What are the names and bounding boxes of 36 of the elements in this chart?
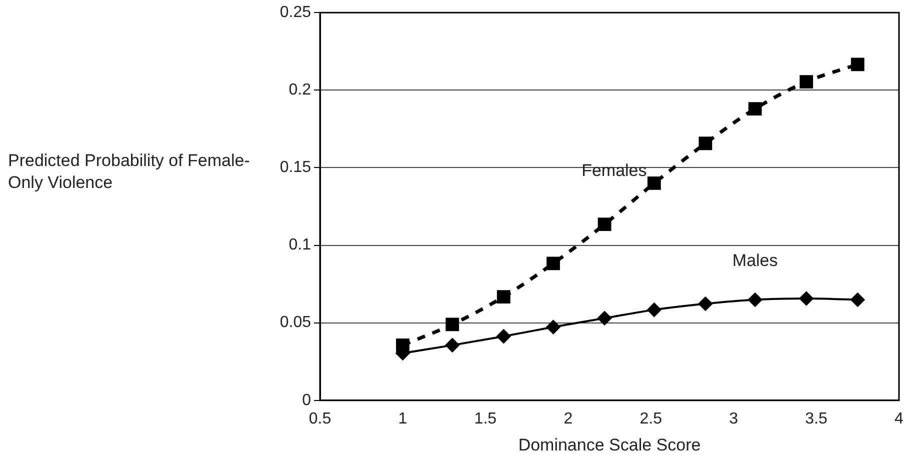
point [748, 292, 762, 307]
x-tick-label: 2.5 [640, 410, 662, 428]
series-label: Males [732, 250, 778, 270]
point [800, 75, 814, 88]
x-axis-title: Dominance Scale Score [518, 435, 701, 454]
point [698, 296, 712, 311]
point [850, 292, 865, 307]
x-tick-label: 3.5 [805, 410, 828, 428]
point [647, 176, 661, 190]
x-tick-label: 4 [894, 410, 904, 428]
x-tick-label: 2 [564, 410, 573, 428]
point [496, 290, 510, 304]
point [698, 136, 712, 150]
x-tick-label: 1 [398, 410, 408, 428]
x-tick-label: 1.5 [474, 410, 497, 428]
y-axis-title: Predicted Probability of Female-Only Violence [8, 150, 251, 194]
point [748, 102, 762, 116]
point [546, 320, 560, 334]
point [546, 256, 560, 270]
x-tick-label: 3 [729, 410, 738, 428]
point [446, 318, 460, 332]
point [445, 338, 460, 352]
point [799, 291, 814, 306]
y-tick-label: 0.15 [280, 159, 312, 176]
y-tick-label: 0.25 [280, 4, 312, 22]
point [598, 311, 612, 326]
x-tick-label: 0.5 [308, 410, 332, 428]
y-tick-label: 0.05 [280, 314, 312, 332]
point [496, 329, 511, 344]
y-tick-label: 0 [302, 392, 312, 409]
point [396, 338, 410, 352]
y-tick-label: 0.2 [288, 82, 312, 99]
y-tick-label: 0.1 [288, 236, 312, 254]
point [598, 218, 612, 232]
point [850, 58, 864, 72]
point [647, 302, 662, 317]
